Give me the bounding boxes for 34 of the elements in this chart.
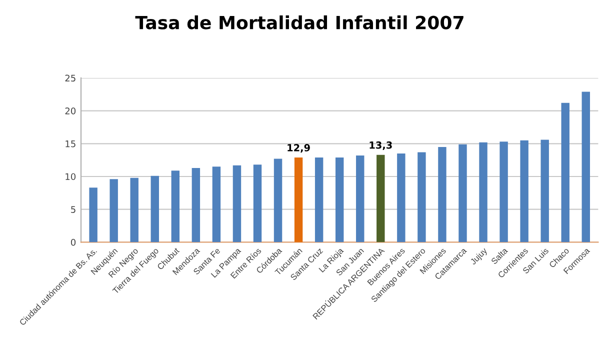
bar	[356, 155, 364, 242]
bar	[294, 157, 303, 242]
data-label: 13,3	[370, 141, 392, 150]
bar	[274, 158, 282, 242]
y-tick-label: 5	[71, 206, 76, 213]
bar	[314, 157, 324, 242]
bar	[212, 166, 221, 242]
bar	[418, 152, 426, 242]
y-tick-label: 25	[65, 74, 76, 82]
bar	[110, 179, 118, 242]
data-label: 12,9	[288, 144, 310, 153]
bar	[150, 176, 159, 242]
chart-title: Tasa de Mortalidad Infantil 2007	[135, 15, 464, 30]
y-tick-label: 20	[65, 108, 76, 114]
bar	[458, 144, 467, 242]
bar	[130, 178, 138, 242]
bar	[397, 154, 406, 242]
bar	[500, 142, 508, 242]
y-tick-label: 15	[66, 140, 76, 148]
bar	[171, 170, 180, 242]
bar	[253, 164, 262, 242]
bar	[232, 165, 242, 242]
bar	[582, 92, 590, 242]
bar	[438, 146, 446, 242]
y-tick-label: 0	[70, 238, 76, 246]
bar	[479, 142, 488, 242]
bar	[376, 154, 385, 242]
bar	[561, 102, 570, 242]
bar	[335, 157, 344, 242]
bar	[520, 140, 528, 242]
bar	[192, 168, 200, 242]
bar	[89, 188, 98, 242]
y-tick-label: 10	[66, 173, 76, 180]
bar	[540, 140, 549, 242]
